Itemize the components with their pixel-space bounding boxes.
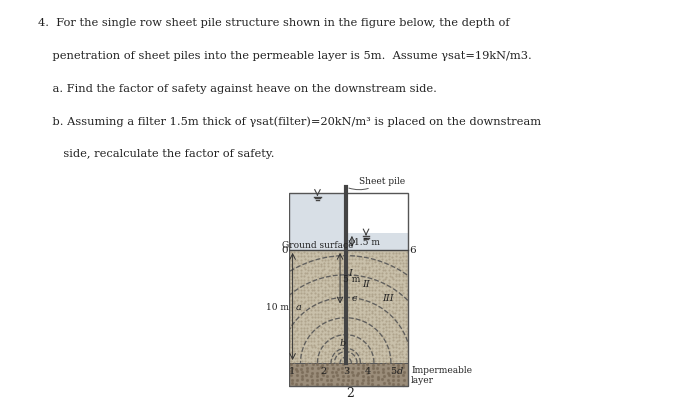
Text: II: II xyxy=(363,279,370,289)
Text: 6: 6 xyxy=(409,246,416,255)
Text: Sheet pile: Sheet pile xyxy=(349,176,405,190)
Text: 4: 4 xyxy=(365,366,372,375)
Text: 10 m: 10 m xyxy=(266,302,289,311)
Text: d: d xyxy=(397,366,403,375)
Text: a. Find the factor of safety against heave on the downstream side.: a. Find the factor of safety against hea… xyxy=(38,83,437,93)
Text: 5 m: 5 m xyxy=(342,274,360,283)
Text: 2: 2 xyxy=(346,386,354,399)
Text: 2: 2 xyxy=(320,366,326,375)
Bar xyxy=(289,363,408,386)
Text: c: c xyxy=(352,293,358,302)
Text: 0: 0 xyxy=(281,246,288,255)
Bar xyxy=(346,233,408,250)
Text: side, recalculate the factor of safety.: side, recalculate the factor of safety. xyxy=(38,149,275,159)
Text: 3: 3 xyxy=(343,366,349,375)
Text: b: b xyxy=(340,338,346,347)
Text: b. Assuming a filter 1.5m thick of γsat(filter)=20kN/m³ is placed on the downstr: b. Assuming a filter 1.5m thick of γsat(… xyxy=(38,116,542,127)
Text: Ground surface: Ground surface xyxy=(281,240,354,249)
Text: I: I xyxy=(349,268,352,277)
Bar xyxy=(289,194,346,250)
Text: 1.5 m: 1.5 m xyxy=(354,237,380,246)
Text: III: III xyxy=(382,293,393,302)
Text: 4.  For the single row sheet pile structure shown in the figure below, the depth: 4. For the single row sheet pile structu… xyxy=(38,18,510,28)
Text: a: a xyxy=(295,302,301,311)
Text: Impermeable
layer: Impermeable layer xyxy=(411,365,472,384)
Bar xyxy=(289,250,408,363)
Bar xyxy=(289,194,408,386)
Text: 1: 1 xyxy=(288,366,295,375)
Text: 5: 5 xyxy=(390,366,396,375)
Text: penetration of sheet piles into the permeable layer is 5m.  Assume γsat=19kN/m3.: penetration of sheet piles into the perm… xyxy=(38,51,532,61)
